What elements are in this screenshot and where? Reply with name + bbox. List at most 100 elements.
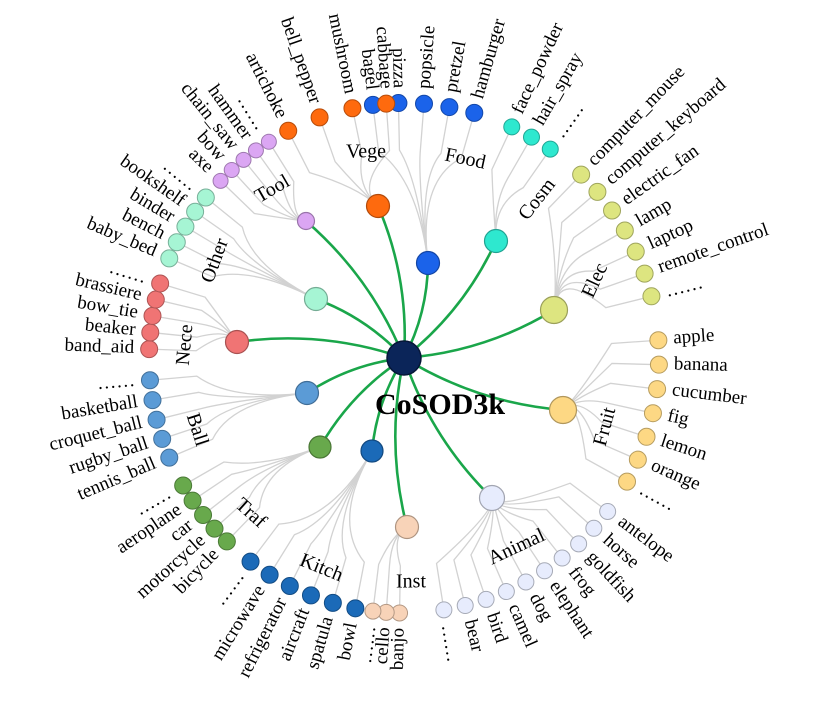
category-label-inst: Inst (396, 571, 426, 593)
leaf-node-bookshelf (186, 202, 205, 221)
leaf-label-popsicle: popsicle (414, 25, 440, 90)
leaf-node-bowl (346, 599, 365, 618)
link-ball-more (149, 375, 308, 396)
category-label-nece: Nece (172, 323, 198, 366)
leaf-node-beaker (141, 323, 160, 342)
category-node-food (415, 250, 441, 276)
link-inst-more (372, 526, 408, 612)
category-node-animal (478, 484, 506, 512)
leaf-node-tennis-ball (160, 448, 179, 467)
link-root-elec (403, 308, 555, 360)
leaf-node-mushroom (343, 99, 362, 118)
leaf-label-banana: banana (674, 353, 729, 375)
leaf-label-more: …… (355, 625, 380, 665)
leaf-label-more: …… (96, 370, 136, 394)
leaf-node-spatula (323, 593, 342, 612)
leaf-node-bear (456, 597, 474, 615)
link-kitch-more (250, 450, 373, 563)
leaf-node-cucumber (648, 380, 667, 399)
leaf-node-motorcycle (205, 519, 224, 538)
link-elec-more (553, 288, 652, 311)
leaf-node-bench (167, 233, 186, 252)
root-node (386, 340, 422, 376)
leaf-node-laptop (626, 242, 645, 261)
leaf-node-bird (477, 590, 495, 608)
nodes-layer (140, 94, 668, 622)
leaf-label-bagel: bagel (357, 48, 383, 91)
leaf-node-chain-saw (235, 151, 252, 168)
category-node-ball (294, 380, 320, 406)
leaf-node-fig (643, 404, 662, 423)
category-node-tool (296, 211, 316, 231)
leaf-node-artichoke (279, 121, 298, 140)
leaf-node-computer-keyboard (588, 182, 607, 201)
category-label-cosm: Cosm (514, 174, 560, 225)
leaf-node-more (140, 371, 159, 390)
leaf-node-elephant (536, 562, 554, 580)
leaf-node-horse (585, 519, 603, 537)
leaf-label-bell-pepper: bell_pepper (276, 15, 326, 107)
leaf-node-banana (649, 355, 668, 374)
leaf-node-bow (223, 161, 240, 178)
category-label-vege: Vege (346, 141, 386, 163)
category-label-traf: Traf (231, 493, 271, 532)
leaf-label-apple: apple (673, 325, 716, 349)
leaf-node-popsicle (415, 94, 434, 113)
leaf-node-more (435, 601, 453, 619)
leaf-node-car (194, 505, 213, 524)
leaf-node-pretzel (440, 98, 459, 117)
leaf-label-cucumber: cucumber (671, 379, 749, 409)
leaf-label-cello: cello (371, 627, 395, 665)
leaf-node-microwave (260, 565, 279, 584)
leaf-label-pretzel: pretzel (441, 39, 471, 94)
leaf-node-band-aid (140, 340, 159, 359)
leaf-node-computer-mouse (572, 165, 591, 184)
leaf-node-baby-bed (160, 249, 179, 268)
leaf-node-croquet-ball (147, 410, 166, 429)
link-root-fruit (403, 356, 564, 412)
category-label-food: Food (443, 144, 488, 174)
leaf-node-more (151, 274, 170, 293)
link-cosm-face-powder (491, 126, 513, 242)
leaf-node-axe (212, 172, 229, 189)
leaf-node-lamp (615, 221, 634, 240)
link-root-inst (394, 357, 409, 528)
leaf-label-mushroom: mushroom (324, 12, 361, 96)
link-food-pretzel (424, 106, 451, 264)
link-kitch-bowl (349, 450, 373, 609)
category-node-nece (224, 329, 250, 355)
leaf-label-more: …… (437, 623, 464, 664)
link-traf-more (182, 446, 321, 487)
leaf-node-electric-fan (603, 201, 622, 220)
leaf-node-dog (517, 573, 535, 591)
leaf-node-orange (628, 450, 647, 469)
leaf-node-rugby-ball (153, 429, 172, 448)
leaf-node-more (364, 602, 382, 620)
leaf-label-band-aid: band_aid (64, 335, 135, 358)
category-label-elec: Elec (577, 260, 612, 302)
leaf-label-fig: fig (666, 405, 692, 430)
leaf-node-frog (553, 549, 571, 567)
category-node-traf (308, 435, 332, 459)
link-root-animal (402, 357, 493, 499)
leaf-node-camel (497, 583, 515, 601)
link-root-nece (236, 337, 405, 360)
leaf-node-goldfish (570, 535, 588, 553)
leaf-label-banjo: banjo (387, 628, 409, 671)
link-root-vege (376, 205, 407, 359)
leaf-node-basketball (143, 391, 162, 410)
category-node-vege (365, 193, 391, 219)
category-label-other: Other (197, 235, 233, 286)
leaf-node-face-powder (503, 118, 521, 136)
leaf-node-cabbage (377, 94, 396, 113)
leaf-node-more (241, 552, 260, 571)
leaf-node-more (541, 140, 559, 158)
category-node-elec (539, 295, 569, 325)
category-node-kitch (360, 439, 384, 463)
leaf-node-antelope (599, 502, 617, 520)
link-root-tool (305, 220, 406, 359)
leaf-node-remote-control (635, 264, 654, 283)
link-food-pizza (397, 103, 429, 264)
root-label: CoSOD3k (375, 388, 505, 421)
